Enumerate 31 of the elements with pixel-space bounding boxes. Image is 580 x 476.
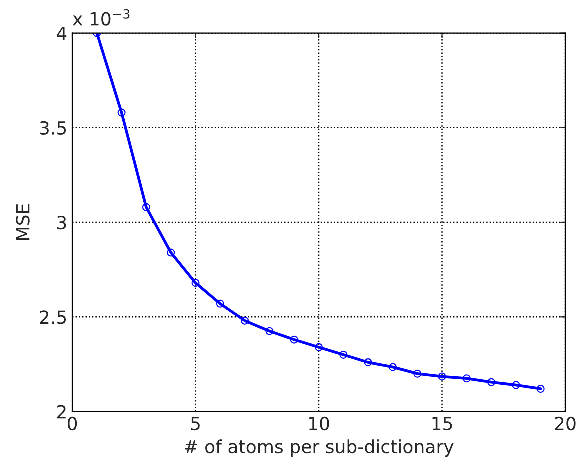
point	[266, 327, 274, 336]
point	[192, 279, 200, 288]
y-tick-label: 4	[57, 27, 67, 40]
x-tick-label: 5	[191, 417, 200, 431]
point	[315, 343, 323, 352]
point	[216, 300, 224, 308]
point	[462, 374, 471, 383]
point	[414, 370, 422, 378]
y-axis-title: MSE	[16, 204, 30, 240]
text: x 10$^{−3}$	[73, 9, 130, 26]
x-tick-label: 0	[68, 416, 78, 431]
point	[118, 108, 126, 117]
point	[488, 378, 496, 386]
point	[290, 336, 298, 344]
point	[241, 316, 250, 325]
x-tick-label: 20	[555, 416, 576, 431]
point	[142, 203, 150, 212]
point	[364, 358, 372, 367]
x-tick-label: 10	[309, 416, 330, 431]
y-tick-label: 3.5	[40, 121, 66, 136]
y-tick-label: 2.5	[40, 310, 66, 324]
y-tick-label: 2	[57, 405, 66, 419]
point	[438, 372, 446, 381]
point	[536, 385, 545, 394]
point	[388, 363, 397, 372]
point	[340, 350, 348, 359]
x-tick-label: 15	[432, 417, 452, 431]
point	[167, 248, 176, 257]
x-axis-title: # of atoms per sub-dictionary	[185, 440, 454, 458]
y-tick-label: 3	[58, 216, 66, 230]
point	[512, 381, 520, 390]
